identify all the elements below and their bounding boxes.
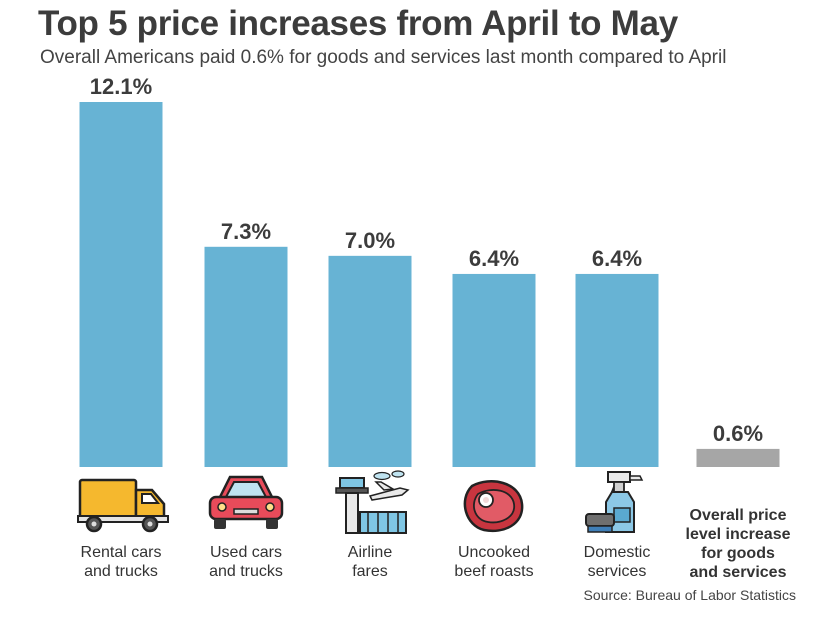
category-label-1-line-1: Rental cars xyxy=(81,544,162,561)
category-label-4-line-2: beef roasts xyxy=(454,563,533,580)
value-label-6: 0.6% xyxy=(713,421,763,446)
truck-icon xyxy=(77,478,169,533)
category-label-3-line-1: Airline xyxy=(348,544,393,561)
value-label-1: 12.1% xyxy=(90,74,152,99)
category-label-2-line-1: Used cars xyxy=(210,544,282,561)
bar-2 xyxy=(204,246,288,467)
category-label-6-line-2: level increase xyxy=(686,526,791,543)
bars-layer xyxy=(79,102,780,467)
bar-6 xyxy=(696,448,780,467)
value-label-4: 6.4% xyxy=(469,246,519,271)
category-label-5-line-2: services xyxy=(588,563,647,580)
category-label-2-line-2: and trucks xyxy=(209,563,283,580)
bar-4 xyxy=(452,273,536,467)
category-labels-layer: Rental cars and trucks Used cars and trucks… xyxy=(81,507,791,581)
category-label-6-line-1: Overall price xyxy=(690,507,787,524)
airport-icon xyxy=(335,470,410,534)
category-label-4-line-1: Uncooked xyxy=(458,544,530,561)
bar-1 xyxy=(79,102,163,467)
value-labels-layer: 12.1% 7.3% 7.0% 6.4% 6.4% 0.6% xyxy=(90,74,763,446)
value-label-2: 7.3% xyxy=(221,219,271,244)
chart-title: Top 5 price increases from April to May xyxy=(38,4,678,43)
bar-5 xyxy=(575,273,659,467)
category-label-1-line-2: and trucks xyxy=(84,563,158,580)
steak-icon xyxy=(463,480,524,533)
value-label-3: 7.0% xyxy=(345,228,395,253)
cleaning-spray-icon xyxy=(585,471,644,533)
category-label-6-line-4: and services xyxy=(690,564,787,581)
car-icon xyxy=(208,475,284,529)
category-label-3-line-2: fares xyxy=(352,563,388,580)
chart-subtitle: Overall Americans paid 0.6% for goods an… xyxy=(40,47,727,68)
category-label-5-line-1: Domestic xyxy=(584,544,651,561)
category-label-6-line-3: for goods xyxy=(701,545,775,562)
source-note: Source: Bureau of Labor Statistics xyxy=(583,587,796,603)
bar-3 xyxy=(328,255,412,467)
value-label-5: 6.4% xyxy=(592,246,642,271)
